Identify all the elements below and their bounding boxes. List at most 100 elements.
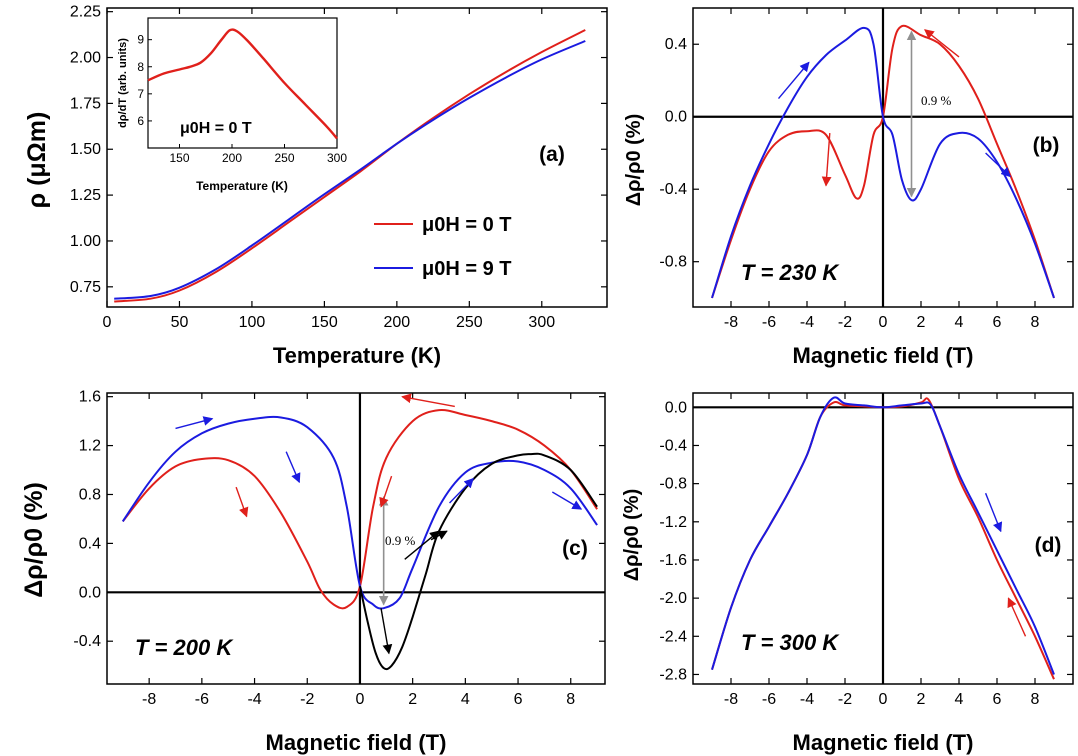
y-tick-label: 1.00 xyxy=(70,233,101,250)
x-tick-label: 8 xyxy=(1031,314,1040,331)
inset-frame xyxy=(147,17,338,149)
x-tick-label: 8 xyxy=(566,691,575,708)
x-tick-label: 2 xyxy=(408,691,417,708)
inset-x-tick-label: 200 xyxy=(222,151,242,165)
x-tick-label: 2 xyxy=(917,314,926,331)
x-tick-label: -2 xyxy=(300,691,314,708)
panel-b-temperature: T = 230 K xyxy=(741,260,840,285)
series-line-red xyxy=(114,29,586,303)
y-tick-label: -2.8 xyxy=(659,666,687,683)
x-tick-label: 50 xyxy=(171,314,189,331)
x-tick-label: 0 xyxy=(355,691,364,708)
x-tick-label: -2 xyxy=(838,314,852,331)
y-tick-label: -0.8 xyxy=(659,476,687,493)
y-tick-label: -0.4 xyxy=(659,181,687,198)
inset-x-tick-label: 150 xyxy=(169,151,189,165)
panel-c-annotation: 0.9 % xyxy=(385,533,416,548)
inset-y-tick-label: 7 xyxy=(137,87,144,101)
panel-b-ylabel: Δρ/ρ0 (%) xyxy=(623,114,645,206)
sweep-arrow-blue xyxy=(175,416,214,430)
series-line-blue xyxy=(121,415,598,610)
sweep-arrow-red xyxy=(379,475,393,508)
panel-b: -8 -6 -4 -2 0 2 4 6 8 -0.8 -0.4 0.0 0.4 (b) T = 230 … xyxy=(623,7,1074,368)
y-tick-label: 0.0 xyxy=(665,399,687,416)
sweep-arrow-blue xyxy=(985,152,1012,178)
panel-c-ticks: -8 -6 -4 -2 0 2 4 6 8 -0.4 0.0 0.4 0.8 1.2 1.6 xyxy=(73,389,605,708)
sweep-arrow-blue xyxy=(777,61,810,100)
x-tick-label: -8 xyxy=(142,691,156,708)
y-tick-label: 1.75 xyxy=(70,95,101,112)
panel-b-annotation: 0.9 % xyxy=(921,93,952,108)
x-tick-label: -4 xyxy=(800,691,814,708)
series-line-blue xyxy=(114,40,586,300)
sweep-arrow-blue xyxy=(984,492,1003,533)
sweep-direction-arrows xyxy=(175,29,1027,655)
panel-a-ticks: 0 50 100 150 200 250 300 0.75 1.00 1.25 1.50 1.75 2.… xyxy=(70,4,607,331)
x-tick-label: -2 xyxy=(838,691,852,708)
x-tick-label: 6 xyxy=(993,314,1002,331)
y-tick-label: -0.4 xyxy=(659,437,687,454)
inset-x-tick-label: 300 xyxy=(327,151,347,165)
x-tick-label: 200 xyxy=(384,314,411,331)
y-tick-label: -2.4 xyxy=(659,628,687,645)
x-tick-label: 8 xyxy=(1031,691,1040,708)
x-tick-label: -8 xyxy=(724,314,738,331)
y-tick-label: 1.6 xyxy=(79,389,101,406)
panel-c-frame xyxy=(106,392,606,685)
panel-b-label: (b) xyxy=(1033,134,1060,157)
panel-a-legend: μ0H = 0 T μ0H = 9 T xyxy=(374,214,512,280)
x-tick-label: 6 xyxy=(514,691,523,708)
y-tick-label: 0.4 xyxy=(665,36,687,53)
y-tick-label: -0.4 xyxy=(73,633,101,650)
panel-c-label: (c) xyxy=(562,537,588,560)
y-tick-label: 0.0 xyxy=(79,584,101,601)
series-line-red xyxy=(711,24,1055,299)
x-tick-label: -8 xyxy=(724,691,738,708)
x-tick-label: -4 xyxy=(247,691,261,708)
y-tick-label: 0.75 xyxy=(70,279,101,296)
x-tick-label: -6 xyxy=(762,314,776,331)
x-tick-label: 150 xyxy=(311,314,338,331)
x-tick-label: 0 xyxy=(879,314,888,331)
y-tick-label: -1.2 xyxy=(659,514,687,531)
panel-b-ticks: -8 -6 -4 -2 0 2 4 6 8 -0.8 -0.4 0.0 0.4 xyxy=(659,8,1073,331)
panel-a-xlabel: Temperature (K) xyxy=(273,343,441,368)
x-tick-label: 100 xyxy=(239,314,266,331)
x-tick-label: 0 xyxy=(103,314,112,331)
sweep-arrow-red xyxy=(821,132,832,187)
x-tick-label: 0 xyxy=(879,691,888,708)
panel-a-inset: 150 200 250 300 6 7 8 9 Temperature (K) dρ/dT (… xyxy=(117,17,347,193)
series-line-black xyxy=(359,452,598,671)
y-tick-label: 2.25 xyxy=(70,4,101,21)
y-tick-label: -0.8 xyxy=(659,254,687,271)
panel-c-temperature: T = 200 K xyxy=(135,635,234,660)
panel-c-ylabel: Δρ/ρ0 (%) xyxy=(20,482,48,598)
inset-xlabel: Temperature (K) xyxy=(196,179,288,193)
series-line-red xyxy=(122,408,598,610)
panel-c-series xyxy=(107,393,605,684)
sweep-arrow-red xyxy=(924,29,960,58)
panel-d: -8 -6 -4 -2 0 2 4 6 8 0.0 -0.4 -0.8 -1.2 -1.6 -2.0 -2.4… xyxy=(621,392,1074,755)
panel-a-series xyxy=(114,29,586,303)
legend-label-9T: μ0H = 9 T xyxy=(422,258,512,280)
panel-b-series xyxy=(693,8,1073,307)
inset-annotation: μ0H = 0 T xyxy=(180,120,252,137)
sweep-arrow-red xyxy=(1007,597,1027,637)
sweep-arrow-blue xyxy=(449,477,474,504)
sweep-arrow-red xyxy=(401,393,455,408)
y-tick-label: 0.4 xyxy=(79,535,101,552)
sweep-arrow-blue xyxy=(285,451,301,484)
y-tick-label: 1.25 xyxy=(70,187,101,204)
inset-y-tick-label: 6 xyxy=(137,114,144,128)
panel-c: -8 -6 -4 -2 0 2 4 6 8 -0.4 0.0 0.4 0.8 1.2 1.6 (c) T =… xyxy=(20,389,606,755)
inset-y-tick-label: 8 xyxy=(137,60,144,74)
panel-a-ylabel: ρ (μΩm) xyxy=(23,112,51,209)
panel-d-label: (d) xyxy=(1035,534,1062,557)
x-tick-label: 2 xyxy=(917,691,926,708)
panel-a-frame xyxy=(106,7,608,308)
inset-y-tick-label: 9 xyxy=(137,33,144,47)
x-tick-label: 4 xyxy=(955,314,964,331)
inset-ylabel: dρ/dT (arb. units) xyxy=(117,38,129,128)
x-tick-label: -6 xyxy=(195,691,209,708)
